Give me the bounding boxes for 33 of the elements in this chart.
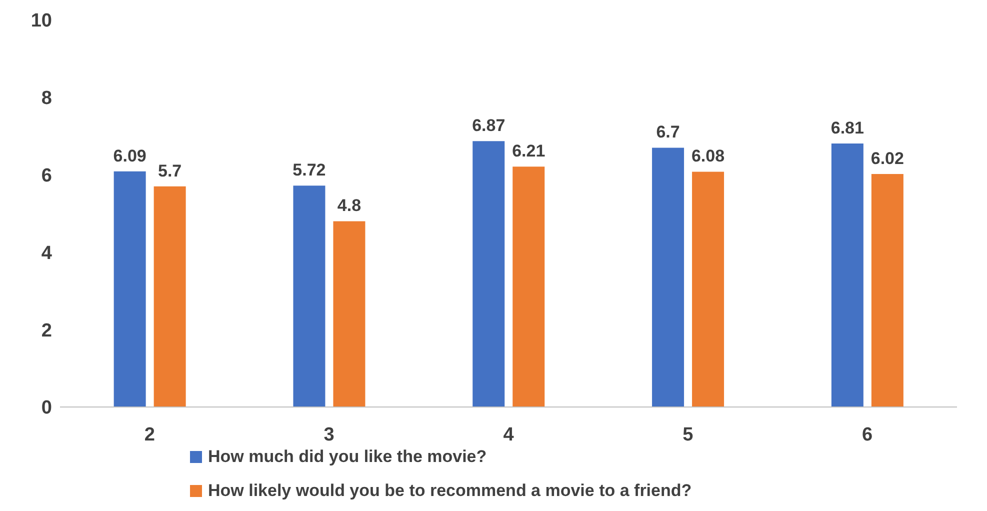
x-tick-label: 6 bbox=[862, 424, 873, 446]
y-tick-label: 4 bbox=[41, 242, 52, 264]
bar bbox=[692, 172, 724, 407]
data-label: 6.21 bbox=[512, 142, 546, 161]
data-label: 5.7 bbox=[158, 161, 182, 180]
y-tick-label: 6 bbox=[41, 166, 52, 187]
data-label: 6.87 bbox=[472, 116, 506, 136]
bar bbox=[293, 186, 326, 407]
data-label: 6.09 bbox=[113, 146, 146, 166]
data-label: 5.72 bbox=[292, 160, 326, 180]
legend-label: How likely would you be to recommend a movie to a friend? bbox=[208, 481, 692, 501]
data-label: 6.02 bbox=[870, 149, 904, 168]
y-tick-label: 2 bbox=[41, 320, 52, 342]
y-tick-label: 10 bbox=[30, 10, 52, 32]
bar bbox=[114, 171, 146, 407]
bar bbox=[333, 221, 366, 407]
bar bbox=[831, 143, 864, 407]
x-tick-label: 4 bbox=[503, 424, 514, 446]
bar bbox=[652, 148, 684, 407]
y-tick-label: 0 bbox=[41, 398, 52, 419]
bar bbox=[154, 186, 186, 407]
legend-label: How much did you like the movie? bbox=[208, 447, 487, 467]
y-tick-label: 8 bbox=[41, 88, 52, 110]
bar bbox=[472, 141, 505, 407]
data-label: 6.08 bbox=[691, 146, 725, 166]
data-label: 6.7 bbox=[656, 122, 680, 142]
data-label: 6.81 bbox=[830, 118, 864, 138]
x-tick-label: 5 bbox=[682, 424, 694, 446]
x-tick-label: 2 bbox=[144, 424, 155, 446]
data-label: 4.8 bbox=[337, 196, 362, 216]
bar bbox=[512, 166, 545, 407]
x-tick-label: 3 bbox=[324, 424, 334, 446]
bar bbox=[871, 174, 904, 407]
